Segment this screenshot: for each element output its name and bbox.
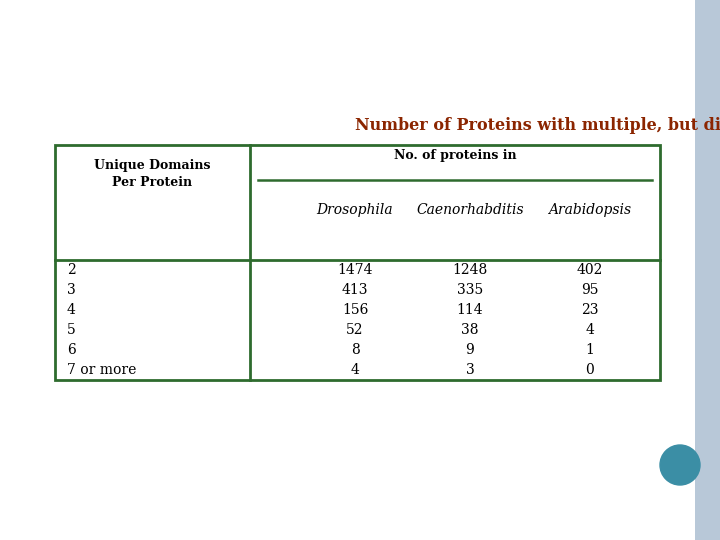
Text: 9: 9 bbox=[466, 343, 474, 357]
Bar bbox=[695, 0, 720, 540]
Text: 23: 23 bbox=[581, 303, 599, 317]
Text: 335: 335 bbox=[457, 283, 483, 297]
Text: Caenorhabditis: Caenorhabditis bbox=[416, 203, 524, 217]
Circle shape bbox=[660, 445, 700, 485]
Text: 8: 8 bbox=[351, 343, 359, 357]
Text: 413: 413 bbox=[342, 283, 368, 297]
Text: 156: 156 bbox=[342, 303, 368, 317]
Text: 52: 52 bbox=[346, 323, 364, 337]
Text: 7 or more: 7 or more bbox=[67, 363, 136, 377]
Text: 1: 1 bbox=[585, 343, 595, 357]
Text: 0: 0 bbox=[585, 363, 595, 377]
Text: 3: 3 bbox=[466, 363, 474, 377]
Text: 3: 3 bbox=[67, 283, 76, 297]
Bar bbox=[55, 145, 660, 380]
Text: 114: 114 bbox=[456, 303, 483, 317]
Text: 1248: 1248 bbox=[452, 263, 487, 277]
Text: Per Protein: Per Protein bbox=[112, 176, 192, 188]
Text: No. of proteins in: No. of proteins in bbox=[394, 148, 516, 161]
Text: 4: 4 bbox=[351, 363, 359, 377]
Text: Number of Proteins with multiple, but different domains in three eukaryotes: Number of Proteins with multiple, but di… bbox=[355, 117, 720, 133]
Text: 4: 4 bbox=[585, 323, 595, 337]
Text: Unique Domains: Unique Domains bbox=[94, 159, 211, 172]
Text: 5: 5 bbox=[67, 323, 76, 337]
Text: 1474: 1474 bbox=[337, 263, 373, 277]
Text: 4: 4 bbox=[67, 303, 76, 317]
Text: Drosophila: Drosophila bbox=[317, 203, 393, 217]
Text: 38: 38 bbox=[462, 323, 479, 337]
Text: 95: 95 bbox=[581, 283, 599, 297]
Text: 2: 2 bbox=[67, 263, 76, 277]
Text: Arabidopsis: Arabidopsis bbox=[549, 203, 631, 217]
Text: 6: 6 bbox=[67, 343, 76, 357]
Text: 402: 402 bbox=[577, 263, 603, 277]
